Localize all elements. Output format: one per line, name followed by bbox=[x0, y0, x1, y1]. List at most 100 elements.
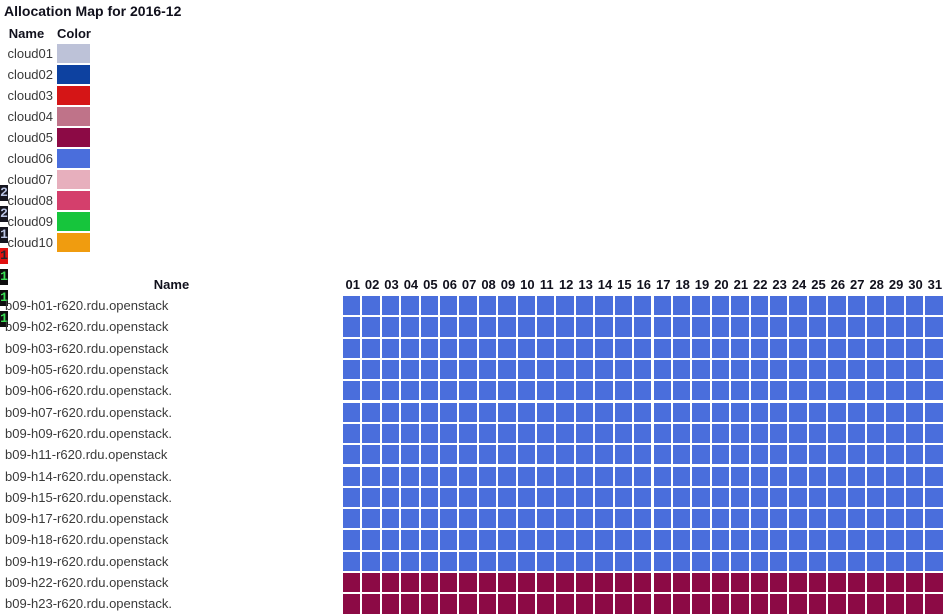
allocation-day-cell bbox=[634, 445, 653, 466]
legend-header: Name Color bbox=[0, 25, 91, 44]
allocation-day-cell bbox=[440, 402, 459, 424]
allocation-day-cell bbox=[478, 402, 498, 424]
allocation-day-cell-fill bbox=[614, 466, 633, 486]
legend-cloud-name: cloud02 bbox=[7, 67, 53, 82]
allocation-day-cell bbox=[440, 338, 459, 360]
allocation-day-cell-fill bbox=[595, 445, 613, 465]
allocation-day-cell bbox=[381, 381, 401, 402]
allocation-day-cell bbox=[498, 296, 517, 317]
allocation-day-cell bbox=[886, 381, 905, 402]
allocation-day-cell-fill bbox=[789, 445, 807, 465]
edge-artifact-digit: 1 bbox=[0, 227, 8, 243]
allocation-day-cell-fill bbox=[343, 381, 361, 401]
allocation-day-cell-fill bbox=[769, 402, 788, 422]
allocation-day-cell-fill bbox=[498, 445, 516, 465]
allocation-day-cell bbox=[517, 359, 537, 381]
allocation-day-cell bbox=[556, 594, 575, 614]
allocation-day-cell bbox=[789, 445, 808, 466]
allocation-day-cell bbox=[517, 530, 537, 551]
allocation-day-cell bbox=[847, 487, 867, 509]
allocation-day-cell-fill bbox=[653, 381, 671, 401]
allocation-day-cell-fill bbox=[905, 487, 924, 507]
allocation-day-cell bbox=[556, 509, 575, 530]
day-header-label: 27 bbox=[850, 277, 865, 292]
allocation-day-cell-fill bbox=[711, 359, 730, 380]
allocation-day-cell bbox=[478, 381, 498, 402]
allocation-day-cell bbox=[614, 509, 634, 530]
allocation-day-cell-fill bbox=[614, 402, 633, 422]
allocation-day-cell-fill bbox=[925, 296, 943, 316]
allocation-day-cell bbox=[653, 509, 673, 530]
allocation-day-cell bbox=[401, 509, 420, 530]
allocation-day-cell bbox=[905, 317, 925, 338]
allocation-day-cell-fill bbox=[420, 296, 439, 316]
allocation-day-cell-fill bbox=[653, 551, 671, 571]
allocation-day-cell bbox=[711, 466, 731, 488]
allocation-day-cell bbox=[866, 509, 886, 530]
allocation-day-cell bbox=[789, 573, 808, 594]
allocation-day-cell-fill bbox=[381, 530, 400, 550]
allocation-day-cell bbox=[866, 466, 886, 488]
host-allocation-row: b09-h05-r620.rdu.openstack bbox=[0, 359, 945, 381]
allocation-day-cell-fill bbox=[653, 466, 671, 486]
allocation-day-cell bbox=[595, 551, 614, 573]
allocation-day-cell bbox=[905, 359, 925, 381]
allocation-day-cell-fill bbox=[808, 423, 827, 444]
allocation-day-cell-fill bbox=[420, 594, 439, 614]
allocation-day-cell bbox=[440, 296, 459, 317]
allocation-day-cell bbox=[905, 573, 925, 594]
allocation-day-cell-fill bbox=[401, 338, 419, 358]
allocation-day-cell bbox=[478, 423, 498, 445]
allocation-day-cell bbox=[847, 359, 867, 381]
allocation-day-cell-fill bbox=[537, 359, 555, 380]
day-header-label: 13 bbox=[578, 277, 593, 292]
allocation-day-cell-fill bbox=[459, 445, 477, 465]
allocation-day-cell-fill bbox=[459, 423, 477, 444]
allocation-day-cell bbox=[575, 381, 595, 402]
allocation-day-cell-fill bbox=[401, 509, 419, 529]
allocation-day-cell-fill bbox=[537, 296, 555, 316]
allocation-day-cell bbox=[866, 487, 886, 509]
host-allocation-row: b09-h18-r620.rdu.openstack bbox=[0, 530, 945, 551]
allocation-day-cell-fill bbox=[478, 509, 497, 529]
allocation-day-cell bbox=[575, 359, 595, 381]
host-allocation-row: b09-h22-r620.rdu.openstack bbox=[0, 573, 945, 594]
allocation-day-cell bbox=[537, 573, 556, 594]
allocation-day-cell-fill bbox=[459, 509, 477, 529]
allocation-day-cell bbox=[537, 594, 556, 614]
allocation-day-cell-fill bbox=[362, 402, 380, 422]
edge-artifact-digit: 1 bbox=[0, 248, 8, 264]
allocation-day-cell-fill bbox=[537, 573, 555, 593]
allocation-day-cell bbox=[614, 466, 634, 488]
allocation-day-cell bbox=[595, 359, 614, 381]
allocation-day-cell bbox=[575, 594, 595, 614]
day-header-label: 09 bbox=[500, 277, 516, 292]
allocation-day-cell bbox=[634, 338, 653, 360]
allocation-day-cell-fill bbox=[769, 551, 788, 571]
allocation-day-cell bbox=[440, 317, 459, 338]
allocation-day-cell-fill bbox=[575, 445, 594, 465]
allocation-day-cell-fill bbox=[362, 551, 380, 571]
allocation-day-cell-fill bbox=[672, 402, 691, 422]
allocation-day-cell bbox=[401, 423, 420, 445]
allocation-day-cell bbox=[866, 551, 886, 573]
allocation-day-cell bbox=[731, 317, 750, 338]
allocation-day-cell bbox=[866, 423, 886, 445]
host-name: b09-h07-r620.rdu.openstack. bbox=[5, 404, 172, 420]
allocation-day-cell-fill bbox=[362, 423, 380, 444]
allocation-day-cell-fill bbox=[595, 466, 613, 486]
allocation-day-cell-fill bbox=[537, 445, 555, 465]
allocation-day-cell bbox=[401, 296, 420, 317]
allocation-day-cell bbox=[440, 487, 459, 509]
allocation-day-cell-fill bbox=[420, 530, 439, 550]
allocation-day-cell-fill bbox=[381, 551, 400, 571]
allocation-day-cell bbox=[440, 359, 459, 381]
allocation-day-cell bbox=[595, 296, 614, 317]
allocation-day-cell-fill bbox=[478, 445, 497, 465]
allocation-day-cell-fill bbox=[343, 296, 361, 316]
allocation-day-cell-fill bbox=[614, 338, 633, 358]
allocation-day-cell bbox=[498, 509, 517, 530]
allocation-day-cell bbox=[653, 487, 673, 509]
allocation-day-cell-fill bbox=[847, 530, 865, 550]
allocation-day-cell-fill bbox=[575, 402, 594, 422]
